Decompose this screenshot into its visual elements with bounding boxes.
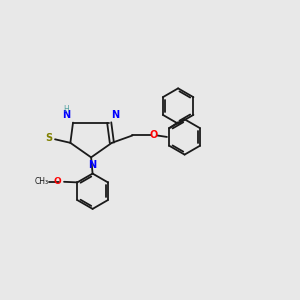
Text: CH₃: CH₃ bbox=[34, 177, 49, 186]
Text: N: N bbox=[62, 110, 71, 120]
Text: O: O bbox=[149, 130, 158, 140]
Text: N: N bbox=[112, 110, 120, 120]
Text: H: H bbox=[64, 105, 69, 114]
Text: N: N bbox=[88, 160, 97, 170]
Text: S: S bbox=[45, 134, 52, 143]
Text: O: O bbox=[53, 177, 61, 186]
